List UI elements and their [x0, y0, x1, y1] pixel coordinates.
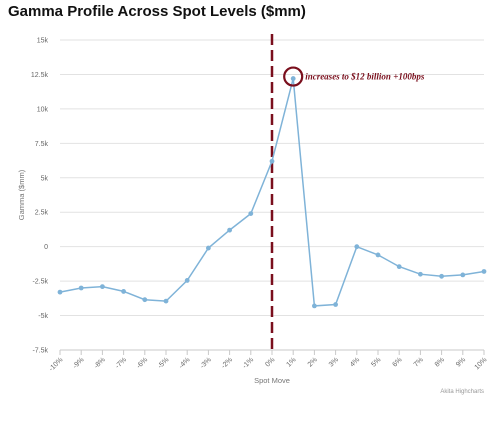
y-tick-label: 0	[44, 244, 48, 251]
y-tick-label: -7.5k	[32, 348, 48, 355]
data-point	[481, 269, 487, 274]
data-point	[206, 245, 211, 251]
data-point	[354, 244, 360, 250]
x-tick-label: 7%	[413, 356, 425, 368]
x-tick-label: -3%	[199, 356, 213, 370]
x-tick-label: 9%	[455, 356, 467, 368]
x-tick-label: -10%	[48, 356, 65, 373]
data-point	[396, 264, 402, 270]
data-point	[100, 284, 105, 290]
x-axis-ticks: -10% -9% -8% -7% -6% -5% -4% -3% -2% -1% 0% 1% 2% 3% 4…	[48, 350, 489, 373]
x-tick-label: 10%	[474, 356, 489, 371]
y-axis-label: Gamma ($mm)	[17, 169, 26, 220]
data-point	[439, 273, 444, 279]
x-tick-label: 3%	[328, 356, 340, 368]
y-tick-label: 12.5k	[31, 72, 49, 79]
data-point	[460, 272, 466, 278]
x-tick-label: -5%	[157, 356, 171, 370]
x-tick-label: 6%	[392, 356, 404, 368]
x-tick-label: -8%	[93, 356, 107, 370]
y-tick-label: 15k	[37, 38, 49, 45]
x-tick-label: 5%	[370, 356, 382, 368]
x-tick-label: 4%	[349, 356, 361, 368]
y-tick-label: 10k	[37, 106, 49, 113]
peak-annotation: increases to $12 billion +100bps	[305, 72, 425, 82]
chart-credit: Akita Highcharts	[440, 389, 484, 395]
x-tick-label: -6%	[135, 356, 149, 370]
data-point	[227, 227, 233, 233]
data-point	[57, 289, 63, 295]
x-tick-label: -9%	[72, 356, 86, 370]
peak-highlight-circle	[283, 66, 304, 87]
x-tick-label: 1%	[286, 356, 298, 368]
series-line	[59, 78, 485, 307]
data-point	[78, 285, 84, 291]
data-point	[248, 211, 254, 217]
data-point	[184, 278, 190, 283]
data-point	[333, 302, 338, 307]
chart-title: Gamma Profile Across Spot Levels ($mm)	[8, 3, 306, 20]
y-tick-label: -2.5k	[32, 279, 48, 286]
y-axis-ticks: -7.5k -5k -2.5k 0 2.5k 5k 7.5k 10k 12.5k 15k	[31, 38, 49, 355]
x-tick-label: -7%	[114, 356, 128, 370]
data-point	[312, 303, 317, 309]
series-points	[57, 76, 487, 309]
data-point	[142, 297, 148, 303]
data-point	[163, 298, 169, 304]
x-tick-label: 8%	[434, 356, 446, 368]
x-tick-label: -1%	[241, 356, 255, 370]
y-tick-label: 2.5k	[35, 210, 49, 217]
x-tick-label: -2%	[220, 356, 234, 370]
x-tick-label: -4%	[178, 356, 192, 370]
data-point	[375, 252, 381, 258]
y-tick-label: 5k	[41, 175, 49, 182]
data-point	[121, 289, 126, 294]
data-point	[418, 271, 423, 277]
x-tick-label: 2%	[307, 356, 319, 368]
y-tick-label: 7.5k	[35, 141, 49, 148]
data-point	[290, 76, 296, 81]
x-axis-label: Spot Move	[254, 376, 290, 385]
x-tick-label: 0%	[264, 356, 276, 368]
y-tick-label: -5k	[38, 313, 48, 320]
data-point	[269, 158, 275, 164]
